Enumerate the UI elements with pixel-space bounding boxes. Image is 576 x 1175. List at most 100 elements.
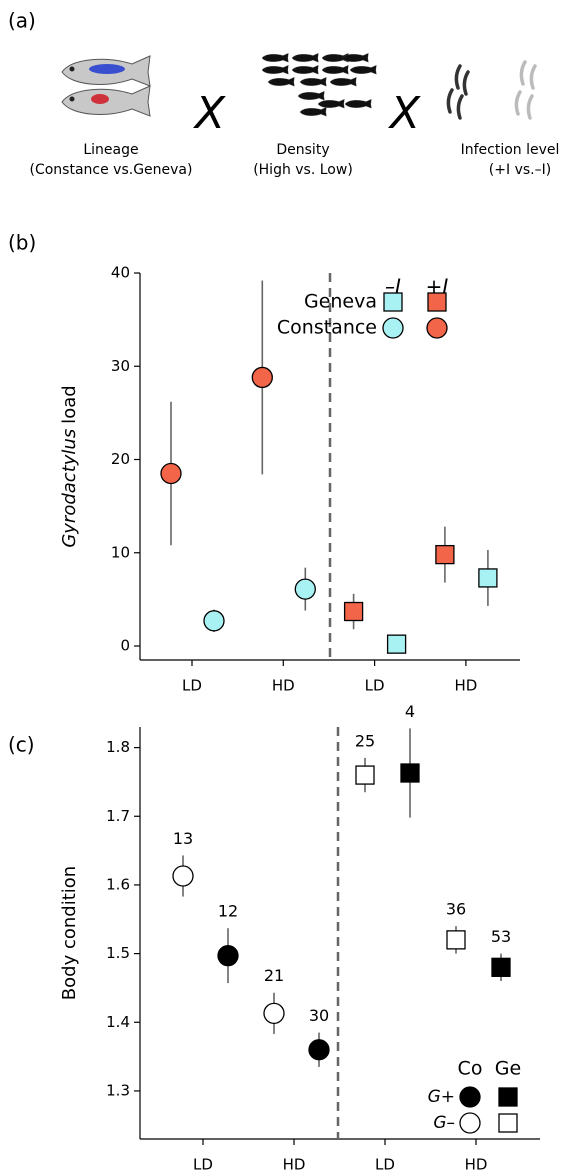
y-tick-label: 10 <box>111 543 130 561</box>
parasite-icon <box>446 88 454 114</box>
fish-body <box>267 76 295 87</box>
marker <box>400 763 420 783</box>
fish-body <box>317 98 345 109</box>
panel-label: (c) <box>8 733 35 757</box>
marker <box>491 957 511 977</box>
sample-size-label: 36 <box>446 900 466 919</box>
fish-eye <box>69 96 75 102</box>
parasite-icon <box>526 94 534 120</box>
legend-label: G+ <box>428 1087 455 1107</box>
y-tick-label: 40 <box>111 264 130 282</box>
factor-subtitle: (+I vs.–I) <box>489 162 551 178</box>
marker <box>203 610 225 632</box>
factor-title: Lineage <box>83 142 138 158</box>
x-tick-label: HD <box>283 1156 306 1174</box>
parasite-icon <box>454 64 462 90</box>
fish-icon <box>267 76 295 87</box>
fish-eye <box>344 56 346 58</box>
marker <box>294 578 316 600</box>
fish-body <box>329 76 357 87</box>
fish-body <box>344 98 372 109</box>
fish-icon <box>321 64 349 75</box>
fish-eye <box>352 68 354 70</box>
sample-size-label: 12 <box>218 902 238 921</box>
fish-body <box>261 64 289 75</box>
fish-icon <box>261 64 289 75</box>
fish-eye <box>320 102 322 104</box>
fish-eye <box>324 56 326 58</box>
sample-size-label: 25 <box>355 731 375 750</box>
legend-label: Constance <box>277 317 377 339</box>
y-axis-label-part: Gyrodactylus <box>59 429 80 548</box>
fish-icon <box>61 85 151 117</box>
marker <box>382 317 404 339</box>
y-axis-label-part: load <box>59 385 80 423</box>
fish-icon <box>61 55 151 87</box>
legend-column-label: Ge <box>495 1058 521 1080</box>
fish-icon <box>299 76 327 87</box>
marker <box>355 765 375 785</box>
parasite-icon <box>514 90 522 116</box>
fish-icon <box>329 76 357 87</box>
sample-size-label: 53 <box>491 927 511 946</box>
y-tick-label: 1.6 <box>106 875 130 893</box>
fish-body <box>321 64 349 75</box>
y-axis-label: Body condition <box>59 866 80 1000</box>
y-tick-label: 20 <box>111 450 130 468</box>
marker <box>427 292 447 312</box>
legend-label: G– <box>433 1113 455 1133</box>
fish-icon <box>341 52 369 63</box>
sample-size-label: 30 <box>309 1006 329 1025</box>
parasite-icon <box>462 70 470 96</box>
sample-size-label: 13 <box>173 829 193 848</box>
sample-size-label: 4 <box>405 702 415 721</box>
marker <box>251 366 273 389</box>
marker <box>435 544 455 565</box>
marker <box>308 1039 330 1061</box>
fish-icon <box>299 106 327 117</box>
x-tick-label: HD <box>454 677 477 695</box>
x-tick-label: LD <box>375 1156 395 1174</box>
marker <box>498 1087 518 1107</box>
marker <box>386 634 407 654</box>
fish-icon <box>344 98 372 109</box>
fish-eye <box>324 68 326 70</box>
marker <box>383 292 403 312</box>
fish-body <box>297 90 325 101</box>
fish-icon <box>349 64 377 75</box>
x-tick-label: LD <box>365 677 385 695</box>
marker <box>459 1112 481 1134</box>
cross-symbol: X <box>193 88 226 139</box>
fish-eye <box>347 102 349 104</box>
fish-eye <box>294 56 296 58</box>
y-axis-label-part: Body condition <box>59 866 80 1000</box>
marker <box>459 1086 481 1108</box>
marker <box>172 865 194 887</box>
cross-symbol: X <box>388 88 421 139</box>
fish-eye <box>264 56 266 58</box>
x-tick-label: HD <box>465 1156 488 1174</box>
fish-patch <box>89 64 125 74</box>
panel-label: (a) <box>8 9 36 33</box>
parasite-icon <box>529 64 537 90</box>
y-axis-label: Gyrodactylus load <box>59 385 80 547</box>
y-tick-label: 1.8 <box>106 738 130 756</box>
fish-icon <box>261 52 289 63</box>
x-tick-label: HD <box>272 677 295 695</box>
y-tick-label: 1.5 <box>106 944 130 962</box>
factor-title: Density <box>276 142 329 158</box>
marker <box>217 945 239 967</box>
x-tick-label: LD <box>182 677 202 695</box>
legend-column-label: Co <box>458 1058 483 1080</box>
parasite-icon <box>519 60 527 86</box>
y-tick-label: 1.4 <box>106 1013 130 1031</box>
y-tick-label: 1.7 <box>106 807 130 825</box>
fish-eye <box>300 94 302 96</box>
panel-label: (b) <box>8 231 36 255</box>
fish-body <box>299 106 327 117</box>
y-tick-label: 30 <box>111 357 130 375</box>
factor-subtitle: (High vs. Low) <box>253 162 353 178</box>
fish-icon <box>291 64 319 75</box>
sample-size-label: 21 <box>264 966 284 985</box>
